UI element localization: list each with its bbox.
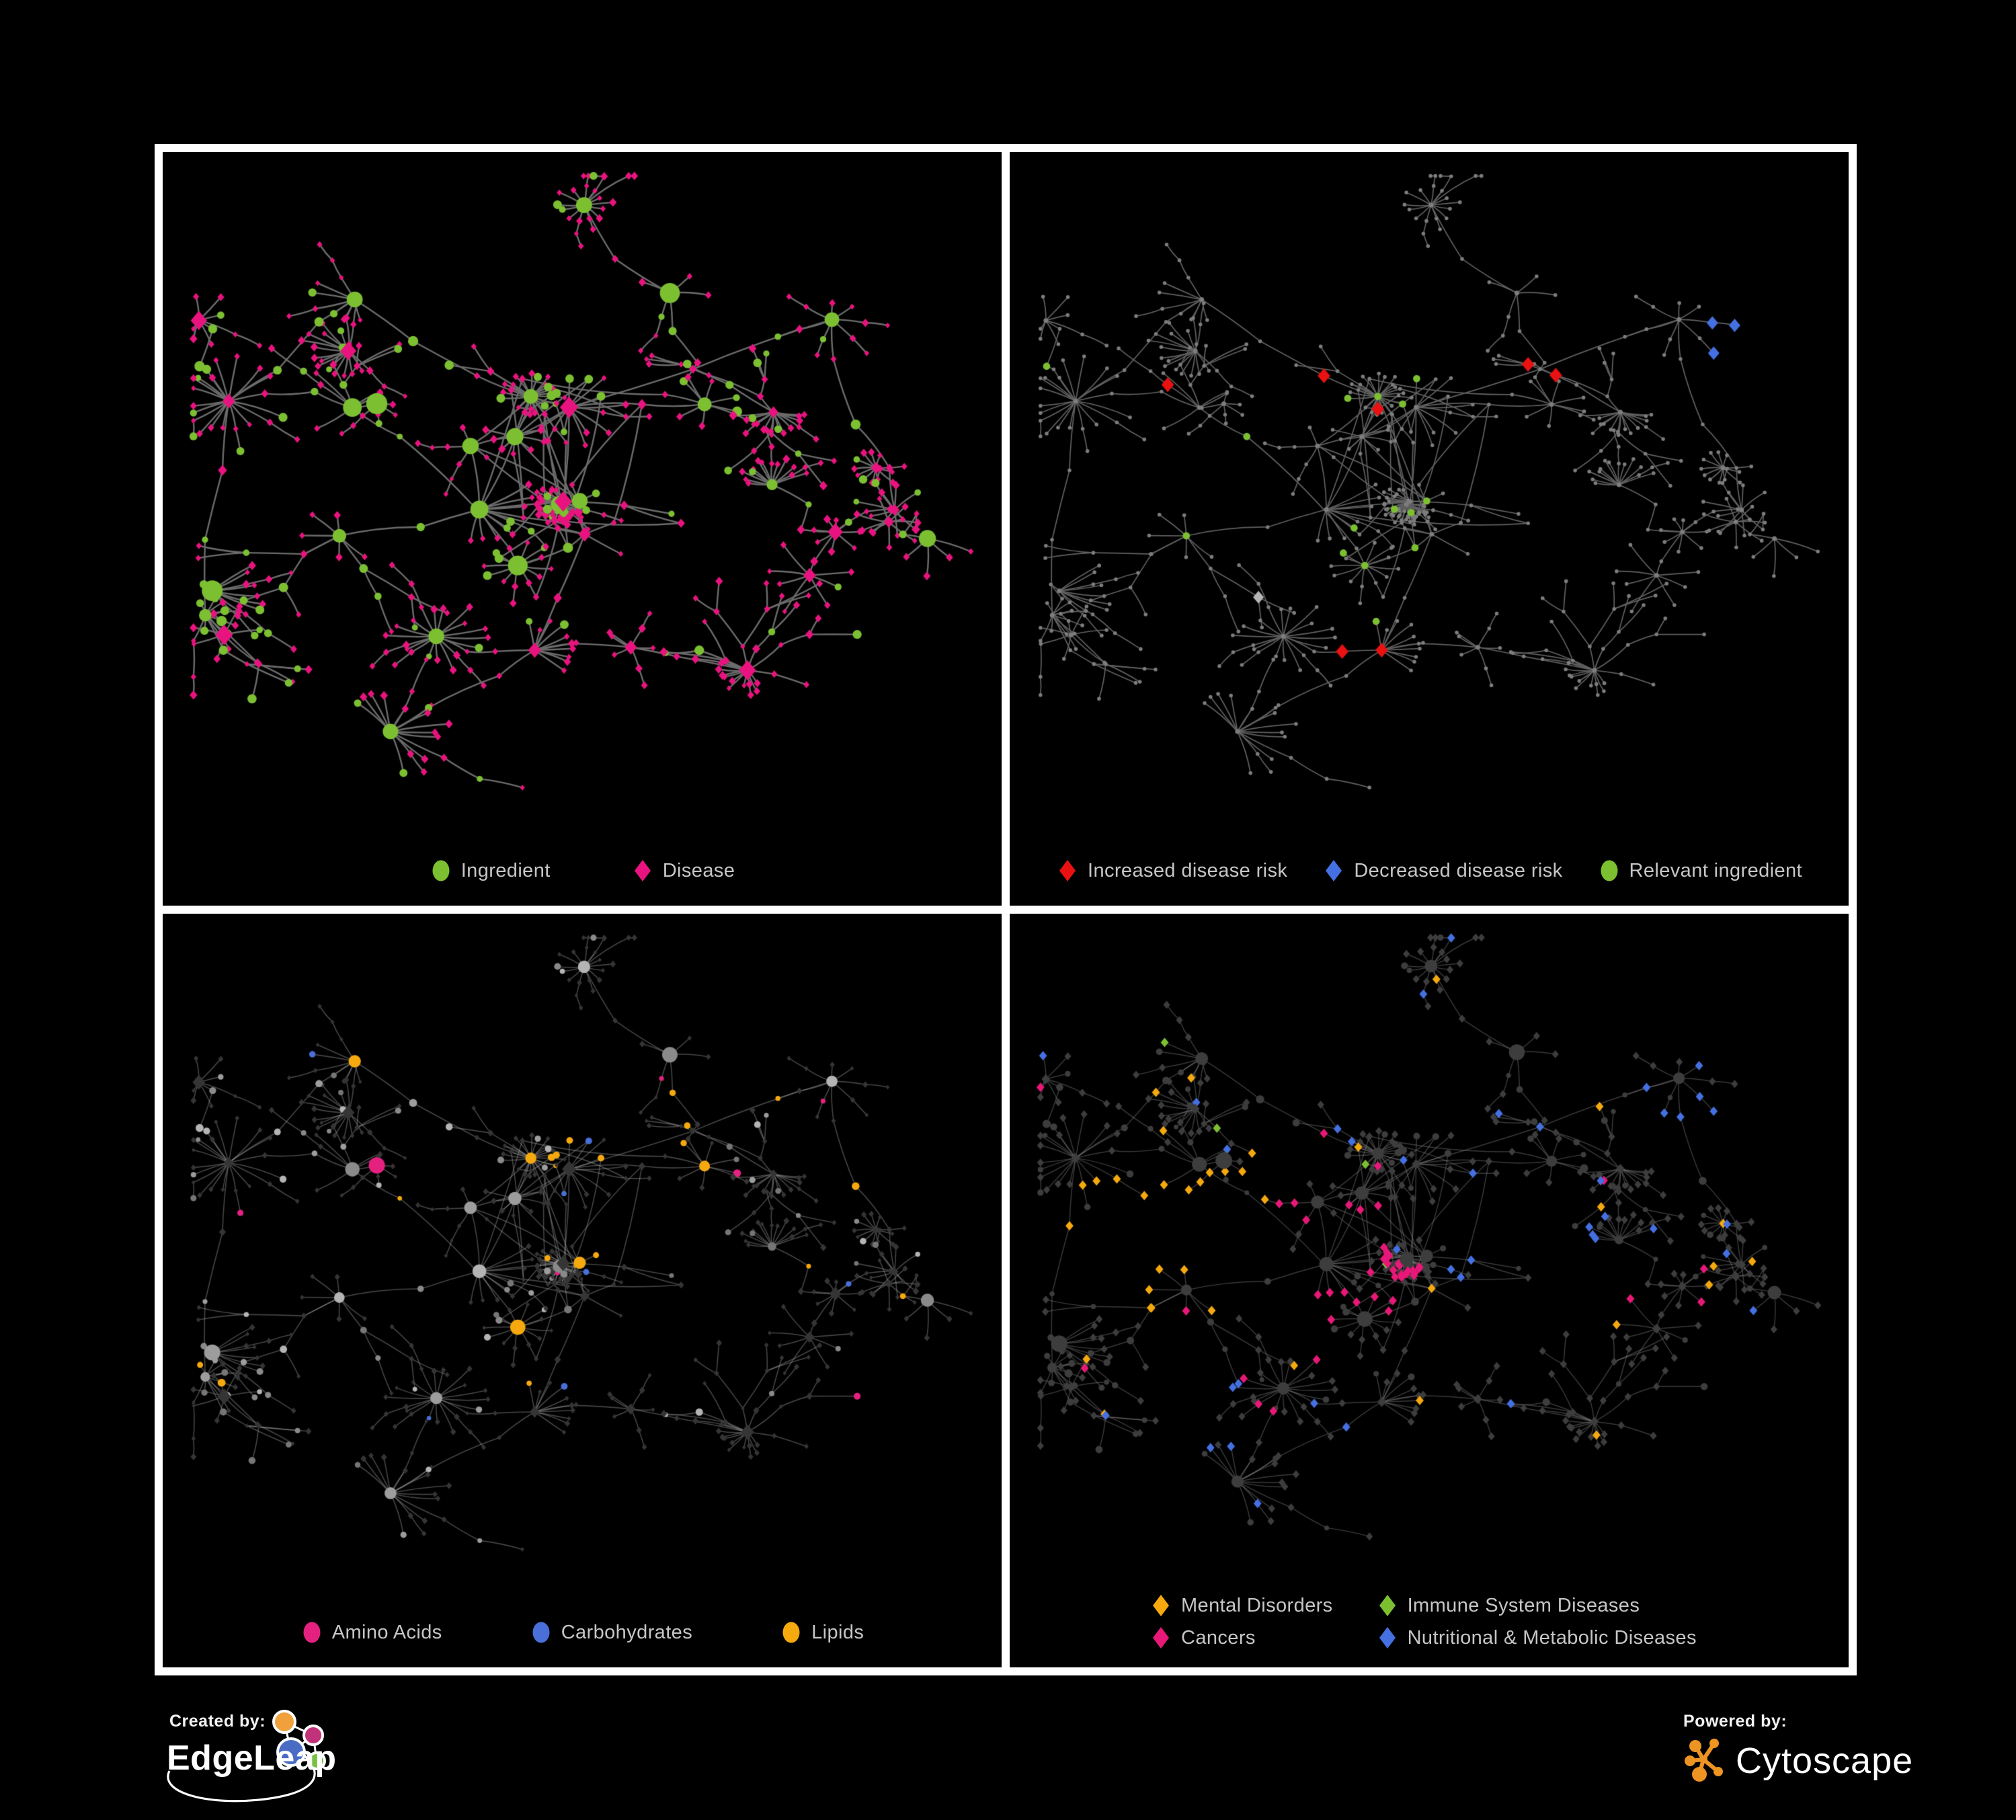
legend-label: Nutritional & Metabolic Diseases <box>1407 1626 1697 1649</box>
disease-marker-icon <box>631 859 654 883</box>
cytoscape-wordmark: Cytoscape <box>1736 1741 1914 1781</box>
network-canvas-nutrient-classes <box>163 914 1002 1667</box>
legend-item-nutritional-metabolic: Nutritional & Metabolic Diseases <box>1376 1626 1697 1650</box>
legend-label: Mental Disorders <box>1181 1594 1333 1616</box>
legend-nutrient-classes: Amino Acids Carbohydrates Lipids <box>163 1620 1002 1645</box>
network-canvas-ingredient-disease <box>163 152 1002 906</box>
legend-label: Immune System Diseases <box>1407 1594 1640 1616</box>
legend-item-amino-acids: Amino Acids <box>300 1620 442 1645</box>
legend-label: Increased disease risk <box>1087 859 1288 881</box>
cancers-marker-icon <box>1150 1626 1172 1650</box>
cytoscape-logo-icon <box>1685 1739 1723 1782</box>
legend-item-increased-risk: Increased disease risk <box>1056 859 1287 883</box>
legend-label: Relevant ingredient <box>1629 859 1803 881</box>
panel-disease-risk: Increased disease risk Decreased disease… <box>1010 152 1849 906</box>
legend-item-immune-diseases: Immune System Diseases <box>1376 1593 1697 1618</box>
immune-diseases-marker-icon <box>1376 1593 1399 1618</box>
legend-item-ingredient: Ingredient <box>430 859 551 883</box>
edgeleap-logo-icon <box>167 1710 326 1803</box>
created-by-block: Created by: EdgeLeap <box>167 1710 449 1819</box>
legend-label: Ingredient <box>460 859 551 881</box>
powered-by-label: Powered by: <box>1683 1712 1787 1731</box>
legend-item-lipids: Lipids <box>780 1620 864 1645</box>
powered-by-block: Powered by: Cytoscape <box>1683 1712 1992 1806</box>
legend-item-cancers: Cancers <box>1150 1626 1333 1650</box>
legend-disease-categories: Mental Disorders Immune System Diseases … <box>1150 1593 1697 1650</box>
legend-item-mental-disorders: Mental Disorders <box>1150 1593 1333 1618</box>
relevant-ingredient-marker-icon <box>1598 859 1621 883</box>
legend-label: Carbohydrates <box>561 1621 693 1643</box>
created-by-label: Created by: <box>169 1712 266 1731</box>
edgeleap-wordmark: EdgeLeap <box>167 1739 337 1778</box>
increased-risk-marker-icon <box>1056 859 1079 883</box>
legend-item-carbohydrates: Carbohydrates <box>530 1620 692 1645</box>
legend-disease-risk: Increased disease risk Decreased disease… <box>1010 859 1849 883</box>
amino-acids-marker-icon <box>300 1620 323 1645</box>
mental-disorders-marker-icon <box>1150 1593 1172 1618</box>
legend-item-relevant-ingredient: Relevant ingredient <box>1598 859 1802 883</box>
carbohydrates-marker-icon <box>530 1620 553 1645</box>
panel-disease-categories: Mental Disorders Immune System Diseases … <box>1010 914 1849 1667</box>
ingredient-marker-icon <box>430 859 452 883</box>
legend-item-disease: Disease <box>631 859 735 883</box>
panel-ingredient-disease: Ingredient Disease <box>163 152 1002 906</box>
lipids-marker-icon <box>780 1620 803 1645</box>
panel-nutrient-classes: Amino Acids Carbohydrates Lipids <box>163 914 1002 1667</box>
legend-label: Decreased disease risk <box>1354 859 1563 881</box>
legend-label: Lipids <box>811 1621 864 1643</box>
legend-label: Cancers <box>1181 1626 1256 1649</box>
legend-label: Amino Acids <box>331 1621 442 1643</box>
network-canvas-disease-categories <box>1010 914 1849 1667</box>
legend-ingredient-disease: Ingredient Disease <box>163 859 1002 883</box>
network-canvas-disease-risk <box>1010 152 1849 906</box>
legend-item-decreased-risk: Decreased disease risk <box>1322 859 1562 883</box>
figure-frame: Ingredient Disease Increased disease ris… <box>155 144 1857 1675</box>
decreased-risk-marker-icon <box>1322 859 1345 883</box>
nutritional-metabolic-marker-icon <box>1376 1626 1399 1650</box>
legend-label: Disease <box>662 859 735 881</box>
